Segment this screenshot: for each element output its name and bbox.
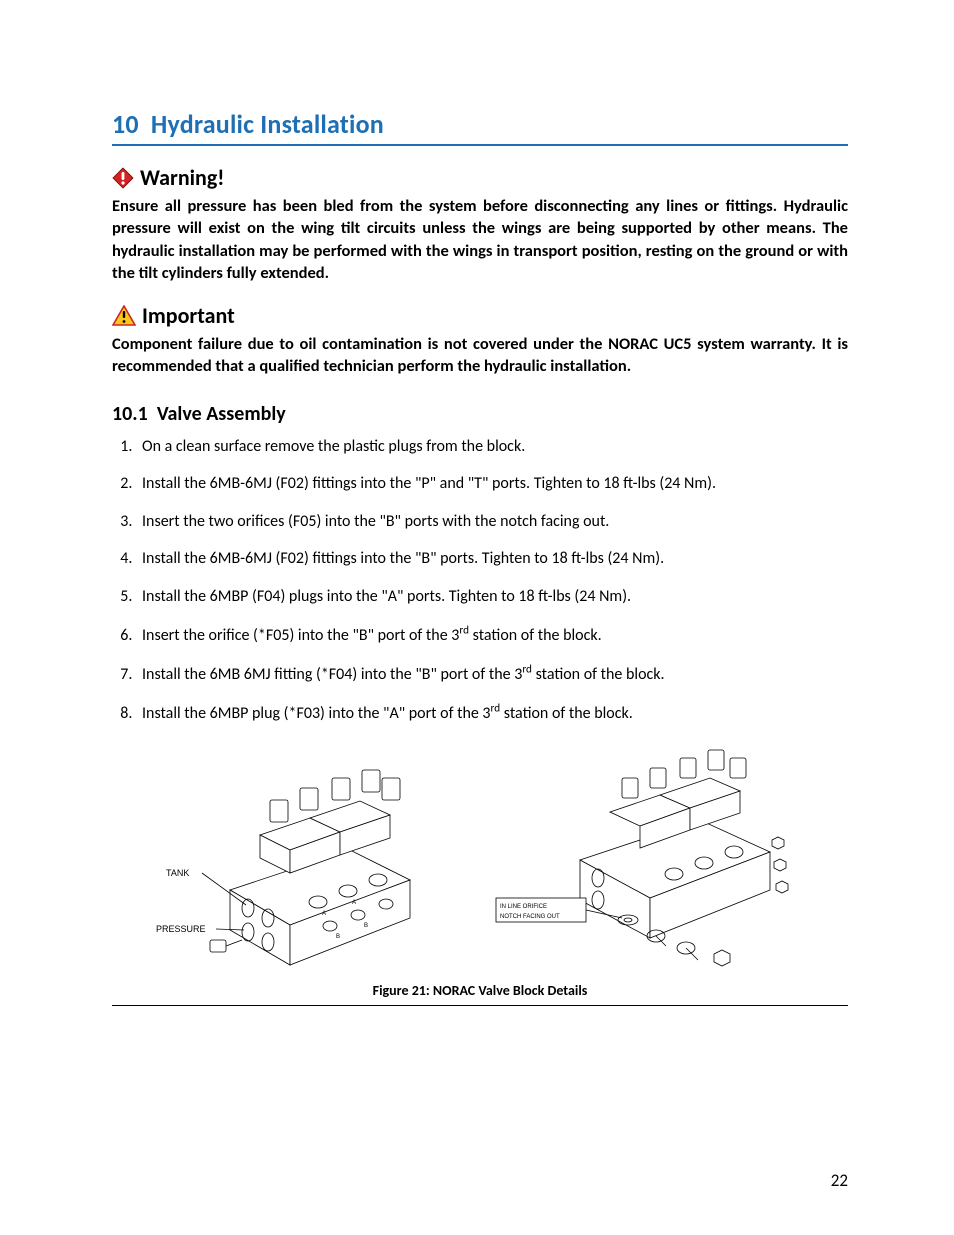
svg-text:B: B bbox=[364, 923, 368, 929]
step-text: Install the 6MB-6MJ (F02) fittings into … bbox=[142, 549, 664, 568]
step-text: Install the 6MB 6MJ fitting (*F04) into … bbox=[142, 665, 665, 684]
valve-block-right-diagram: IN LINE ORIFICE NOTCH FACING OUT bbox=[490, 740, 810, 970]
diagram-label-orifice-2: NOTCH FACING OUT bbox=[500, 914, 560, 920]
warning-heading: Warning! bbox=[112, 164, 848, 191]
subsection-title: 10.1 Valve Assembly bbox=[112, 402, 848, 426]
step-item: Install the 6MB-6MJ (F02) fittings into … bbox=[136, 473, 848, 495]
important-body: Component failure due to oil contaminati… bbox=[112, 333, 848, 378]
step-item: Install the 6MB-6MJ (F02) fittings into … bbox=[136, 548, 848, 570]
important-label: Important bbox=[142, 302, 235, 329]
subsection-number: 10.1 bbox=[112, 402, 148, 426]
step-text: Install the 6MBP plug (*F03) into the "A… bbox=[142, 704, 633, 723]
step-text: On a clean surface remove the plastic pl… bbox=[142, 437, 525, 456]
warning-body: Ensure all pressure has been bled from t… bbox=[112, 195, 848, 284]
warning-label: Warning! bbox=[140, 164, 224, 191]
section-title: 10 Hydraulic Installation bbox=[112, 108, 848, 146]
section-name: Hydraulic Installation bbox=[151, 108, 384, 140]
page-number: 22 bbox=[831, 1170, 848, 1191]
steps-list: On a clean surface remove the plastic pl… bbox=[112, 436, 848, 725]
step-text: Insert the orifice (*F05) into the "B" p… bbox=[142, 626, 602, 645]
svg-text:A: A bbox=[322, 911, 326, 917]
footer-rule bbox=[112, 1005, 848, 1006]
step-item: Install the 6MB 6MJ fitting (*F04) into … bbox=[136, 662, 848, 685]
diagram-label-tank: TANK bbox=[166, 868, 189, 878]
figure-caption: Figure 21: NORAC Valve Block Details bbox=[112, 982, 848, 999]
step-item: Insert the two orifices (F05) into the "… bbox=[136, 511, 848, 533]
step-item: Install the 6MBP (F04) plugs into the "A… bbox=[136, 586, 848, 608]
step-item: On a clean surface remove the plastic pl… bbox=[136, 436, 848, 458]
figure-row: TANK PRESSURE A A B B bbox=[112, 740, 848, 970]
svg-text:A: A bbox=[352, 900, 356, 906]
svg-text:B: B bbox=[336, 934, 340, 940]
warning-icon bbox=[112, 167, 134, 189]
page: 10 Hydraulic Installation Warning! Ensur… bbox=[0, 0, 954, 1235]
valve-block-left-diagram: TANK PRESSURE A A B B bbox=[150, 740, 450, 970]
important-heading: Important bbox=[112, 302, 848, 329]
important-icon bbox=[112, 305, 136, 327]
diagram-label-pressure: PRESSURE bbox=[156, 924, 206, 934]
step-text: Insert the two orifices (F05) into the "… bbox=[142, 512, 609, 531]
step-text: Install the 6MB-6MJ (F02) fittings into … bbox=[142, 474, 716, 493]
step-item: Insert the orifice (*F05) into the "B" p… bbox=[136, 624, 848, 647]
subsection-name: Valve Assembly bbox=[157, 402, 286, 426]
section-number: 10 bbox=[112, 108, 139, 140]
step-text: Install the 6MBP (F04) plugs into the "A… bbox=[142, 587, 631, 606]
step-item: Install the 6MBP plug (*F03) into the "A… bbox=[136, 701, 848, 724]
diagram-label-orifice-1: IN LINE ORIFICE bbox=[500, 904, 547, 910]
